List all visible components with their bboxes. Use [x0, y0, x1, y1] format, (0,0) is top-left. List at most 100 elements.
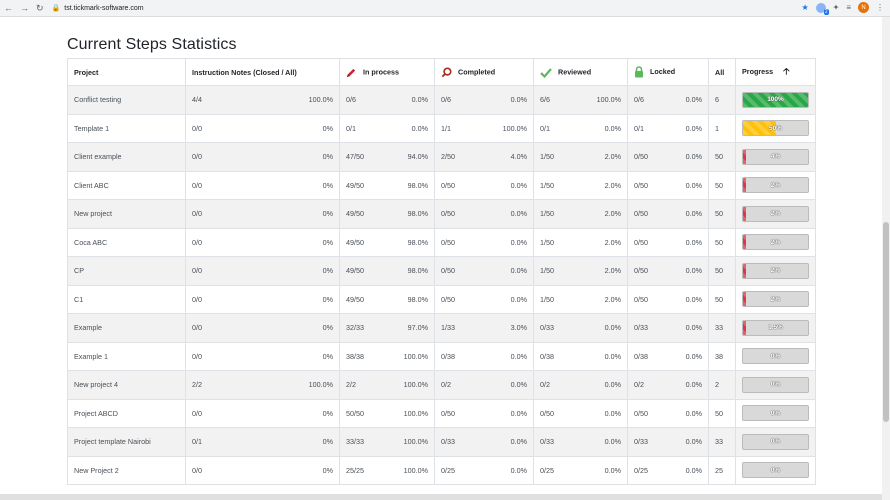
table-row: Client example 0/0 0% 47/50 94.0% 2/50 4.0% 1/5…	[67, 142, 816, 172]
cell-completed-percent: 0.0%	[510, 351, 527, 361]
cell-all: 50	[708, 256, 736, 286]
cell-locked-percent: 0.0%	[685, 380, 702, 390]
cell-in-process-percent: 98.0%	[407, 294, 428, 304]
cell-in-process: 49/50 98.0%	[339, 199, 435, 229]
cell-all: 38	[708, 341, 736, 371]
table-row: New project 0/0 0% 49/50 98.0% 0/50 0.0% 1/50 2.…	[67, 199, 816, 229]
cell-in-process-count: 25/25	[346, 465, 364, 475]
cell-progress: 0%	[735, 370, 816, 400]
forward-icon[interactable]: →	[20, 2, 29, 13]
cell-notes-count: 0/0	[192, 209, 202, 219]
cell-completed: 0/2 0.0%	[434, 370, 534, 400]
back-icon[interactable]: ←	[4, 2, 13, 13]
cell-notes: 0/0 0%	[185, 455, 340, 485]
cell-reviewed-count: 1/50	[540, 152, 554, 162]
sort-ascending-icon[interactable]: 🡡	[783, 66, 790, 76]
cell-all: 1	[708, 113, 736, 143]
cell-all: 33	[708, 427, 736, 457]
cell-reviewed-count: 0/2	[540, 380, 550, 390]
locked-label: Locked	[650, 66, 676, 76]
cell-notes-count: 0/0	[192, 408, 202, 418]
cell-in-process-count: 32/33	[346, 323, 364, 333]
cell-reviewed-percent: 0.0%	[604, 123, 621, 133]
cell-reviewed: 0/33 0.0%	[533, 427, 628, 457]
vertical-scrollbar[interactable]	[882, 17, 890, 500]
scrollbar-thumb[interactable]	[883, 222, 889, 422]
cell-notes-count: 0/0	[192, 323, 202, 333]
extension-icon[interactable]: 2	[815, 2, 829, 15]
cell-completed-count: 0/50	[441, 237, 455, 247]
page-content: Current Steps Statistics Project Instruc…	[0, 17, 882, 494]
cell-reviewed: 0/50 0.0%	[533, 398, 628, 428]
progress-text: 0%	[770, 438, 781, 446]
progress-text: 2%	[770, 267, 781, 275]
statistics-table: Project Instruction Notes (Closed / All)…	[67, 58, 816, 485]
avatar[interactable]: N	[858, 2, 869, 13]
cell-project: Project template Nairobi	[67, 427, 186, 457]
cell-reviewed: 1/50 2.0%	[533, 256, 628, 286]
cell-progress: 2%	[735, 227, 816, 257]
padlock-icon[interactable]: 🔒	[51, 5, 61, 12]
cell-completed: 0/50 0.0%	[434, 199, 534, 229]
cell-notes: 0/0 0%	[185, 113, 340, 143]
cell-completed-percent: 100.0%	[502, 123, 527, 133]
cell-project: CP	[67, 256, 186, 286]
cell-reviewed: 0/38 0.0%	[533, 341, 628, 371]
cell-reviewed: 1/50 2.0%	[533, 199, 628, 229]
col-in-process[interactable]: In process	[339, 58, 435, 86]
cell-notes-count: 2/2	[192, 380, 202, 390]
reading-list-icon[interactable]: ≡	[846, 3, 851, 12]
cell-notes-count: 4/4	[192, 95, 202, 105]
bookmark-star-icon[interactable]: ★	[801, 3, 809, 12]
cell-locked: 0/33 0.0%	[627, 313, 709, 343]
cell-locked-count: 0/1	[634, 123, 644, 133]
cell-reviewed-percent: 2.0%	[604, 294, 621, 304]
lock-icon	[635, 66, 643, 78]
progress-fill	[743, 235, 746, 250]
cell-reviewed: 1/50 2.0%	[533, 170, 628, 200]
col-reviewed[interactable]: Reviewed	[533, 58, 628, 86]
cell-in-process-count: 47/50	[346, 152, 364, 162]
cell-locked-percent: 0.0%	[685, 209, 702, 219]
cell-locked: 0/50 0.0%	[627, 199, 709, 229]
cell-completed-count: 0/50	[441, 266, 455, 276]
cell-reviewed-percent: 0.0%	[604, 437, 621, 447]
cell-progress: 0%	[735, 398, 816, 428]
menu-icon[interactable]: ⋮	[876, 3, 884, 12]
cell-notes: 0/0 0%	[185, 256, 340, 286]
cell-reviewed-count: 0/33	[540, 323, 554, 333]
cell-all: 50	[708, 199, 736, 229]
col-all[interactable]: All	[708, 58, 736, 86]
progress-bar: 2%	[742, 205, 809, 222]
cell-locked-percent: 0.0%	[685, 323, 702, 333]
progress-bar: 2%	[742, 234, 809, 251]
cell-notes-percent: 100.0%	[308, 380, 333, 390]
col-locked[interactable]: Locked	[627, 58, 709, 86]
cell-in-process: 50/50 100.0%	[339, 398, 435, 428]
cell-notes-percent: 0%	[322, 152, 333, 162]
table-row: Example 1 0/0 0% 38/38 100.0% 0/38 0.0% 0/38 0.0…	[67, 341, 816, 371]
cell-project: Client ABC	[67, 170, 186, 200]
cell-completed: 2/50 4.0%	[434, 142, 534, 172]
address-bar[interactable]: tst.tickmark-software.com	[64, 4, 144, 12]
cell-project: Project ABCD	[67, 398, 186, 428]
col-progress[interactable]: Progress 🡡	[735, 58, 816, 86]
cell-reviewed-percent: 2.0%	[604, 266, 621, 276]
cell-notes-percent: 0%	[322, 465, 333, 475]
table-row: Template 1 0/0 0% 0/1 0.0% 1/1 100.0% 0/1 0.0% 0/…	[67, 113, 816, 143]
horizontal-scrollbar[interactable]	[0, 494, 882, 500]
cell-in-process: 47/50 94.0%	[339, 142, 435, 172]
cell-locked: 0/50 0.0%	[627, 170, 709, 200]
cell-notes: 4/4 100.0%	[185, 85, 340, 115]
progress-fill	[743, 178, 746, 193]
col-completed[interactable]: Completed	[434, 58, 534, 86]
table-body: Conflict testing 4/4 100.0% 0/6 0.0% 0/6 0.0% 6…	[67, 85, 816, 485]
cell-reviewed-percent: 2.0%	[604, 152, 621, 162]
puzzle-icon[interactable]: ✦	[832, 3, 840, 12]
cell-notes: 0/0 0%	[185, 199, 340, 229]
col-notes[interactable]: Instruction Notes (Closed / All)	[185, 58, 340, 86]
cell-completed: 0/50 0.0%	[434, 170, 534, 200]
table-row: New project 4 2/2 100.0% 2/2 100.0% 0/2 0.0% 0/…	[67, 370, 816, 400]
reload-icon[interactable]: ↻	[36, 2, 44, 13]
col-project[interactable]: Project	[67, 58, 186, 86]
